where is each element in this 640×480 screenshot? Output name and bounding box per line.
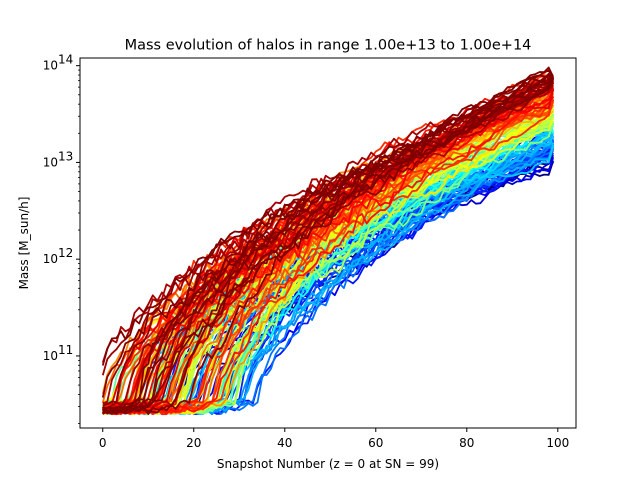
x-axis-ticks: 0 20 40 60 80 100 xyxy=(99,428,569,450)
halo-line xyxy=(102,77,555,415)
x-tick-label: 0 xyxy=(99,436,107,450)
halo-line xyxy=(102,79,554,415)
y-tick-exponent: 13 xyxy=(58,149,73,163)
x-tick-label: 20 xyxy=(186,436,201,450)
plot-frame xyxy=(79,57,577,429)
x-axis-label: Snapshot Number (z = 0 at SN = 99) xyxy=(217,457,439,471)
halo-line xyxy=(102,73,554,415)
x-tick-label: 80 xyxy=(459,436,474,450)
halo-line xyxy=(101,76,555,366)
x-tick-label: 100 xyxy=(546,436,569,450)
x-tick-label: 40 xyxy=(277,436,292,450)
y-axis-label: Mass [M_sun/h] xyxy=(17,197,31,290)
y-tick-label: 10 xyxy=(43,155,58,169)
y-tick-label: 10 xyxy=(43,59,58,73)
halo-line xyxy=(102,77,554,414)
y-tick-label: 10 xyxy=(43,349,58,363)
y-tick-exponent: 14 xyxy=(58,53,73,67)
y-tick-label: 10 xyxy=(43,252,58,266)
x-tick-label: 60 xyxy=(368,436,383,450)
halo-line xyxy=(101,69,555,398)
halo-line xyxy=(102,98,555,415)
y-tick-exponent: 12 xyxy=(58,246,73,260)
chart-title: Mass evolution of halos in range 1.00e+1… xyxy=(125,38,532,54)
halo-line xyxy=(102,95,554,416)
series-lines xyxy=(101,66,555,416)
y-tick-exponent: 11 xyxy=(58,343,73,357)
